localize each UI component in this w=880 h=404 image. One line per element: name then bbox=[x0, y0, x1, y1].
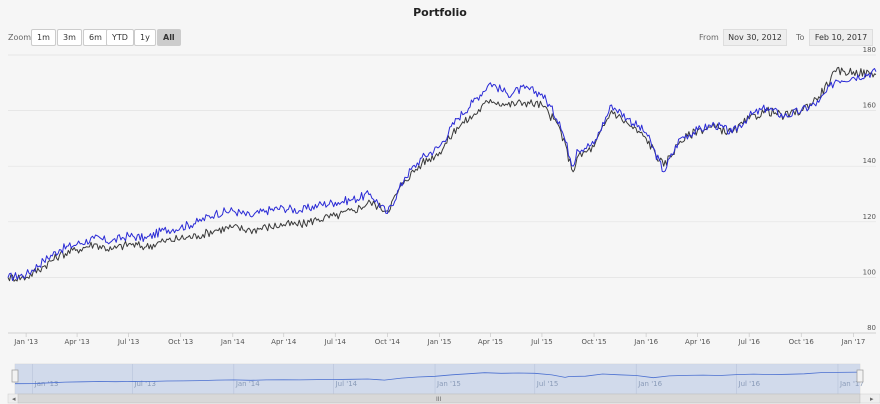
navigator-tick-label: Jan '16 bbox=[637, 380, 662, 388]
y-tick-label: 100 bbox=[863, 268, 876, 276]
x-tick-label: Apr '13 bbox=[64, 338, 89, 346]
y-tick-label: 140 bbox=[863, 157, 876, 165]
x-tick-label: Apr '16 bbox=[685, 338, 711, 346]
navigator-tick-label: Jan '15 bbox=[436, 380, 461, 388]
x-tick-label: Apr '15 bbox=[478, 338, 503, 346]
navigator-tick-label: Jan '17 bbox=[839, 380, 864, 388]
zoom-ytd-button[interactable]: YTD bbox=[106, 29, 134, 46]
scrollbar-grip[interactable]: III bbox=[436, 396, 442, 403]
x-tick-label: Jan '14 bbox=[220, 338, 245, 346]
navigator-series bbox=[14, 371, 861, 385]
x-tick-label: Jan '17 bbox=[840, 338, 865, 346]
y-tick-label: 120 bbox=[863, 213, 876, 221]
x-tick-label: Jan '16 bbox=[633, 338, 658, 346]
x-tick-label: Apr '14 bbox=[271, 338, 297, 346]
from-label: From bbox=[699, 33, 719, 42]
y-tick-label: 180 bbox=[863, 46, 876, 54]
chart-title: Portfolio bbox=[413, 6, 467, 19]
navigator-tick-label: Jul '13 bbox=[133, 380, 156, 388]
x-tick-label: Oct '16 bbox=[789, 338, 815, 346]
scrollbar-right-arrow[interactable]: ▸ bbox=[870, 395, 874, 403]
x-tick-label: Jul '15 bbox=[530, 338, 553, 346]
from-date-input[interactable]: Nov 30, 2012 bbox=[723, 29, 787, 46]
x-tick-label: Oct '14 bbox=[375, 338, 401, 346]
x-tick-label: Oct '15 bbox=[581, 338, 606, 346]
zoom-all-button[interactable]: All bbox=[157, 29, 181, 46]
navigator-tick-label: Jul '15 bbox=[536, 380, 559, 388]
navigator-right-handle[interactable] bbox=[856, 369, 864, 383]
x-tick-label: Oct '13 bbox=[168, 338, 193, 346]
x-tick-label: Jan '15 bbox=[427, 338, 452, 346]
scrollbar-left-arrow[interactable]: ◂ bbox=[12, 395, 16, 403]
x-tick-label: Jul '16 bbox=[737, 338, 760, 346]
series-line-2 bbox=[7, 66, 877, 282]
scrollbar-thumb[interactable] bbox=[17, 393, 861, 404]
y-tick-label: 160 bbox=[863, 102, 876, 110]
zoom-1m-button[interactable]: 1m bbox=[31, 29, 56, 46]
zoom-1y-button[interactable]: 1y bbox=[134, 29, 156, 46]
to-label: To bbox=[796, 33, 805, 42]
x-tick-label: Jul '14 bbox=[324, 338, 347, 346]
series-line-1 bbox=[7, 68, 877, 281]
zoom-3m-button[interactable]: 3m bbox=[57, 29, 82, 46]
navigator-tick-label: Jul '14 bbox=[335, 380, 358, 388]
to-date-input[interactable]: Feb 10, 2017 bbox=[809, 29, 873, 46]
navigator-selection[interactable] bbox=[15, 364, 860, 394]
navigator-left-handle[interactable] bbox=[11, 369, 19, 383]
x-tick-label: Jul '13 bbox=[117, 338, 140, 346]
navigator-tick-label: Jan '13 bbox=[34, 380, 59, 388]
navigator-tick-label: Jul '16 bbox=[738, 380, 761, 388]
y-tick-label: 80 bbox=[867, 324, 876, 332]
zoom-label: Zoom bbox=[8, 33, 32, 42]
navigator-tick-label: Jan '14 bbox=[235, 380, 260, 388]
x-tick-label: Jan '13 bbox=[13, 338, 38, 346]
